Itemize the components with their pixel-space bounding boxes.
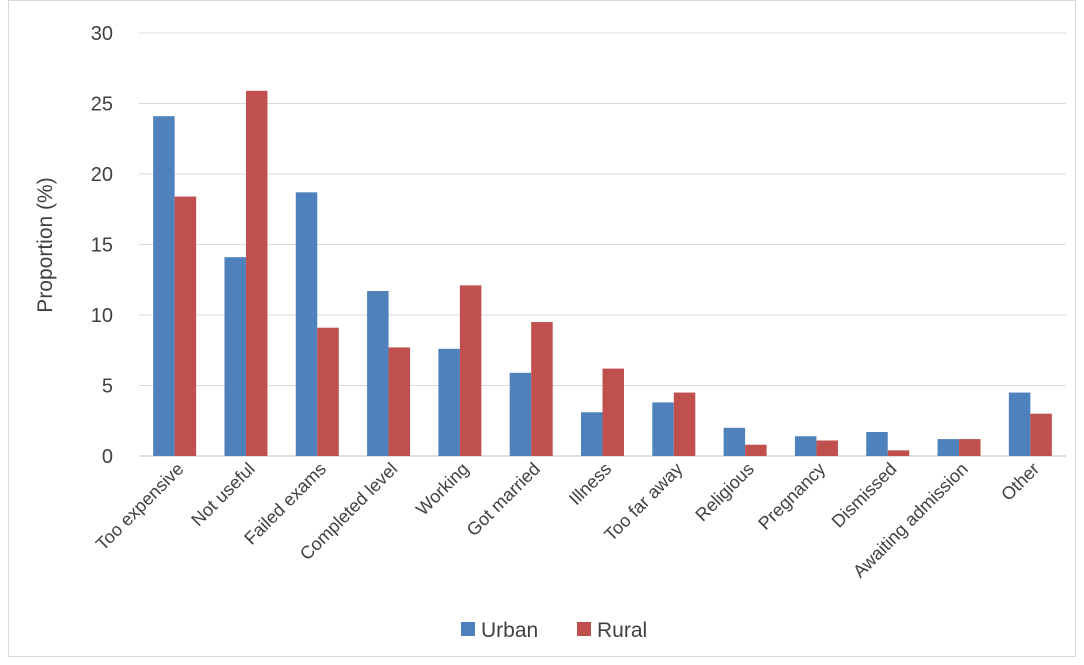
x-tick-label: Pregnancy — [754, 459, 829, 534]
bar-rural — [388, 347, 411, 456]
bar-urban — [153, 116, 175, 456]
x-tick-label: Dismissed — [828, 459, 901, 532]
x-tick-label: Other — [997, 459, 1043, 505]
x-tick-label: Religious — [691, 459, 758, 526]
bar-rural — [317, 327, 339, 456]
x-tick-label: Working — [412, 459, 473, 520]
y-tick-label: 25 — [91, 94, 113, 116]
x-tick-label: Not useful — [187, 459, 258, 530]
bar-rural — [531, 322, 553, 456]
y-axis-title: Proportion (%) — [34, 177, 57, 312]
bar-rural — [602, 368, 624, 456]
legend-swatch-urban — [461, 622, 475, 636]
bar-urban — [652, 402, 674, 456]
y-tick-label: 30 — [91, 23, 113, 45]
gridlines — [139, 32, 1066, 457]
y-tick-label: 0 — [102, 446, 113, 468]
bar-urban — [367, 291, 389, 456]
bar-urban — [224, 257, 246, 456]
bar-urban — [438, 348, 460, 456]
x-tick-label: Too expensive — [92, 459, 188, 555]
bar-rural — [459, 285, 482, 456]
x-tick-label: Illness — [565, 459, 615, 509]
y-tick-label: 20 — [91, 164, 113, 186]
bar-urban — [937, 439, 960, 456]
bar-urban — [723, 427, 746, 456]
bar-urban — [295, 192, 318, 456]
bar-urban — [794, 436, 817, 456]
bar-rural — [745, 444, 767, 456]
bar-urban — [1008, 392, 1031, 456]
bar-rural — [887, 450, 910, 456]
bar-rural — [673, 392, 696, 456]
bar-urban — [581, 412, 603, 456]
bar-urban — [866, 432, 888, 456]
legend-swatch-rural — [577, 622, 591, 636]
legend-label-urban: Urban — [481, 619, 538, 642]
bar-rural — [816, 440, 838, 456]
bar-urban — [509, 372, 532, 456]
bar-rural — [174, 196, 197, 456]
bars — [153, 90, 1052, 456]
y-tick-label: 10 — [91, 305, 113, 327]
y-tick-label: 15 — [91, 235, 113, 257]
legend-label-rural: Rural — [597, 619, 647, 642]
bar-rural — [959, 439, 981, 456]
y-tick-label: 5 — [102, 376, 113, 398]
y-tick-labels: 0 5 10 15 20 25 30 — [91, 23, 113, 468]
legend: Urban Rural — [461, 619, 647, 642]
x-tick-label: Got married — [463, 459, 544, 540]
bar-rural — [1030, 413, 1052, 456]
bar-rural — [245, 90, 268, 456]
